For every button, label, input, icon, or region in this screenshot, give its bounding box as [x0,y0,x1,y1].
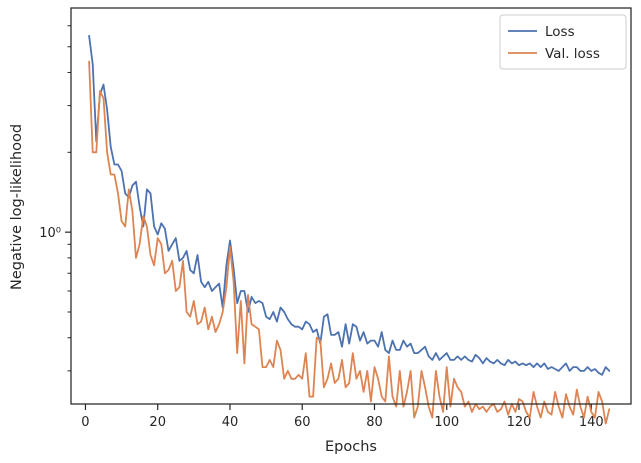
y-axis-title: Negative log-likelihood [9,124,25,290]
series-lines [88,34,611,425]
x-tick-label: 80 [366,415,383,430]
series-line-loss [88,34,611,376]
legend-box [499,14,627,70]
x-tick-label: 40 [222,415,239,430]
x-tick-label: 60 [294,415,311,430]
axis-ticks: 0 20 40 60 80 100 120 140 10⁰ [39,25,604,430]
legend-label-loss: Loss [545,24,575,40]
x-tick-label: 120 [507,415,532,430]
x-tick-label: 0 [81,415,89,430]
x-axis-title: Epochs [325,439,377,455]
plot-frame [70,7,632,405]
legend: Loss Val. loss [499,14,627,70]
x-tick-label: 140 [579,415,604,430]
x-tick-label: 100 [434,415,459,430]
legend-label-val-loss: Val. loss [545,46,600,62]
x-tick-label: 20 [149,415,166,430]
series-line-val-loss [88,60,611,425]
y-tick-label: 10⁰ [39,226,61,241]
